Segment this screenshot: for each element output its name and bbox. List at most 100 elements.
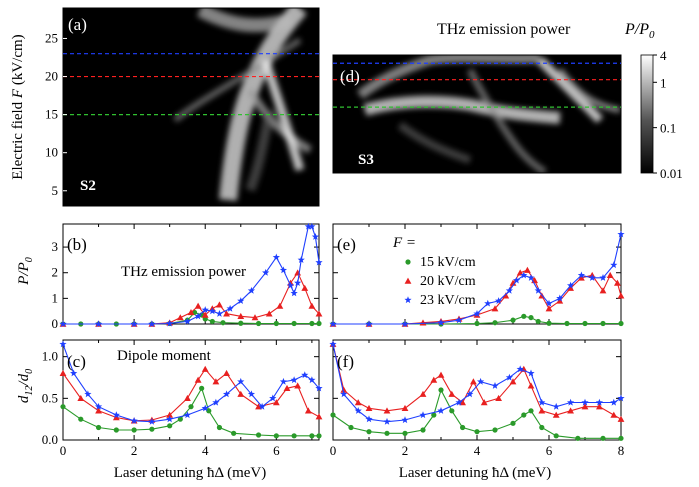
data-point [528,408,534,414]
data-point [575,435,581,441]
data-point [455,398,463,406]
x-tick-label: 0 [330,443,337,458]
data-point [187,309,195,316]
data-point [466,390,474,398]
y-tick-label: 5 [52,183,59,198]
annotation-thz-power: THz emission power [121,264,246,280]
data-point [273,320,279,327]
data-point [188,404,194,410]
data-point [212,378,220,385]
data-point [534,286,542,294]
data-point [297,256,305,263]
data-point [226,304,234,312]
data-point [78,416,84,422]
data-point [577,271,586,279]
series-line [332,388,621,439]
panel-label-a: (a) [68,15,87,34]
data-point [600,435,606,441]
data-point [183,411,192,419]
data-point [304,222,312,230]
data-point [194,376,202,383]
data-point [194,302,202,309]
panel-label-e: (e) [337,235,356,254]
data-point [510,317,516,323]
data-point [286,281,295,289]
data-point [94,320,103,328]
data-point [484,299,492,307]
data-point [95,424,102,431]
data-point [437,407,445,414]
data-point [329,340,337,348]
data-point [509,378,517,385]
data-point [617,415,625,422]
panel-e-thz-power [329,223,625,328]
data-point [512,276,521,284]
x-axis-label-left: Laser detuning ħΔ (meV) [114,465,267,481]
panel-f-dipole-moment: 0 2 4 6 8 [329,339,625,458]
data-point [315,384,323,392]
y-tick-label: 1 [52,290,59,305]
data-point [247,286,256,294]
y-tick-label: 3 [52,239,59,254]
data-point [401,320,409,328]
data-point [166,415,174,423]
data-point [149,426,155,432]
heatmap-d-reference-lines [333,62,621,108]
data-point [365,415,373,423]
y-tick-label: 0.5 [42,390,58,405]
data-point [474,429,480,435]
data-point [582,320,588,327]
colorbar-label: P/P0 [624,21,655,41]
data-point [617,394,625,402]
data-point [348,424,354,431]
legend-label: 20 kV/cm [420,274,476,289]
data-point [404,277,412,284]
data-point [502,292,510,299]
data-point [238,320,244,326]
x-tick-label: 8 [618,443,625,458]
data-point [237,297,245,304]
data-point [520,271,528,279]
data-point [474,320,480,327]
heatmap-a-branches [173,8,312,201]
data-point [315,310,323,317]
data-point [201,404,209,412]
data-point [265,310,273,317]
data-point [528,314,534,321]
y-tick-label: 0 [52,316,59,331]
data-point [315,413,323,420]
y-tick-label: 10 [45,145,58,160]
data-point [272,399,280,406]
panel-b-thz-power: 0 1 2 3 [52,222,323,331]
x-axis-label-right: Laser detuning ħΔ (meV) [399,465,552,481]
y-tick-label: 0.0 [42,432,58,447]
series-20-kV-cm [59,365,323,424]
data-point [599,287,607,294]
data-point [290,289,298,297]
data-point [473,309,481,317]
heatmap-d-frame [332,54,622,174]
data-point [237,312,245,320]
colorbar-ticks: 4 1 0.1 0.01 [653,48,683,181]
data-point [201,306,209,313]
data-point [308,302,316,309]
data-point [330,412,336,418]
data-point [564,320,570,327]
panel-label-d: (d) [340,67,360,86]
panel-label-b: (b) [67,235,87,254]
heatmap-a-y-ticks: 5 10 15 20 25 [45,30,67,198]
data-point [618,435,624,441]
data-point [401,404,409,412]
data-point [112,414,120,421]
data-point [112,411,120,419]
data-point [455,316,463,324]
legend-items: 15 kV/cm 20 kV/cm 23 kV/cm [404,255,476,308]
colorbar: 4 1 0.1 0.01 P/P0 [624,21,683,181]
data-point [316,433,322,439]
data-point [201,311,209,318]
x-tick-label: 2 [402,443,409,458]
data-point [276,302,284,309]
data-point [527,382,535,389]
sample-label-s3: S3 [358,152,374,168]
x-tick-label: 4 [202,443,209,458]
